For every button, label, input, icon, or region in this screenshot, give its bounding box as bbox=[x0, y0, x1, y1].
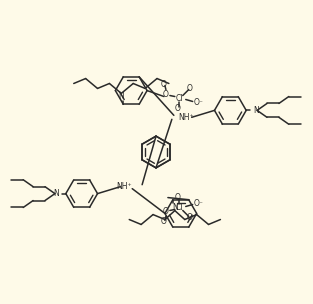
Text: O: O bbox=[161, 217, 167, 226]
Text: O: O bbox=[161, 80, 167, 89]
Text: O: O bbox=[175, 193, 181, 202]
Text: O: O bbox=[163, 207, 169, 216]
Text: N: N bbox=[253, 106, 259, 115]
Text: N: N bbox=[172, 203, 178, 212]
Text: O⁻: O⁻ bbox=[194, 98, 203, 107]
Text: N: N bbox=[53, 189, 59, 198]
Text: NH⁺: NH⁺ bbox=[116, 182, 132, 191]
Text: Cl: Cl bbox=[176, 203, 183, 212]
Text: O: O bbox=[163, 90, 169, 99]
Text: O: O bbox=[175, 104, 181, 113]
Text: NH⁺: NH⁺ bbox=[178, 113, 193, 122]
Text: N: N bbox=[118, 92, 124, 101]
Text: O: O bbox=[187, 84, 192, 93]
Text: O: O bbox=[187, 213, 192, 222]
Text: Cl: Cl bbox=[176, 94, 183, 103]
Text: O⁻: O⁻ bbox=[194, 199, 203, 208]
